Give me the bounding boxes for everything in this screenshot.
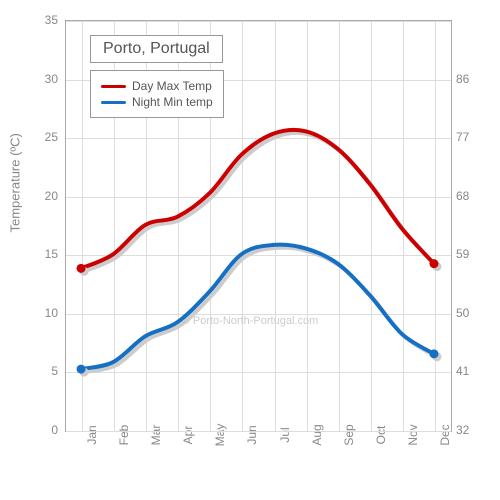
legend-line-day-max (101, 85, 126, 88)
chart-title: Porto, Portugal (90, 35, 223, 63)
chart-container: Temperature (ºC) Temperature (ºF) Porto,… (0, 0, 500, 500)
legend-label-night-min: Night Min temp (132, 95, 213, 109)
day-max-marker (429, 259, 438, 268)
legend-line-night-min (101, 101, 126, 104)
legend-item-night-min: Night Min temp (101, 95, 213, 109)
night-min-marker (77, 365, 86, 374)
day-max-marker (77, 264, 86, 273)
legend-item-day-max: Day Max Temp (101, 79, 213, 93)
night-min-marker (429, 349, 438, 358)
chart-svg (0, 0, 500, 480)
legend: Day Max Temp Night Min temp (90, 70, 224, 118)
legend-label-day-max: Day Max Temp (132, 79, 212, 93)
